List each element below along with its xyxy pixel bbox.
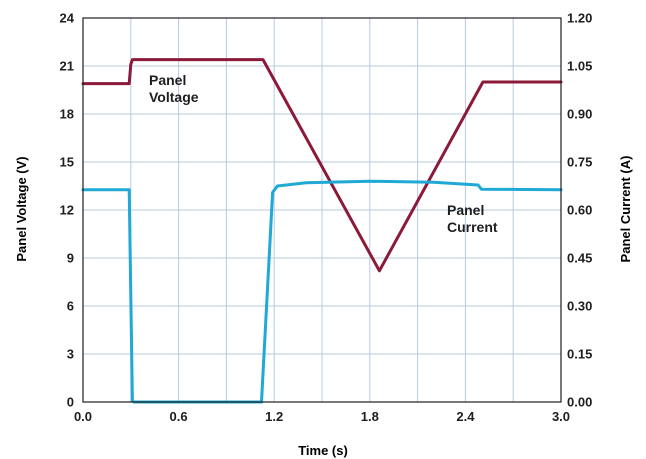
y-right-tick-label: 0.30 [567, 299, 592, 314]
x-tick-label: 0.6 [170, 409, 188, 424]
y-right-tick-label: 0.60 [567, 203, 592, 218]
voltage-series-line [81, 58, 563, 273]
x-axis-title: Time (s) [298, 443, 348, 458]
x-tick-label: 0.0 [74, 409, 92, 424]
y-right-tick-label: 1.20 [567, 11, 592, 26]
current-series-label: Panel Current [447, 202, 498, 235]
data-series [81, 58, 563, 404]
y-left-tick-label: 15 [60, 155, 74, 170]
y-left-tick-label: 3 [67, 347, 74, 362]
tick-labels: 0 3 6 9 12 15 18 21 24 0.00 0.15 0.30 0.45 0.60 0.75 0.… [60, 11, 593, 425]
y-left-tick-label: 0 [67, 395, 74, 410]
plot-frame [82, 17, 562, 403]
y-left-tick-label: 21 [60, 59, 74, 74]
x-tick-label: 2.4 [456, 409, 475, 424]
y-left-tick-label: 18 [60, 107, 74, 122]
y-left-axis-title: Panel Voltage (V) [14, 156, 29, 261]
current-series-line [81, 179, 563, 404]
y-left-tick-label: 12 [60, 203, 74, 218]
y-left-tick-label: 9 [67, 251, 74, 266]
y-right-tick-label: 0.75 [567, 155, 592, 170]
x-tick-label: 1.8 [361, 409, 379, 424]
y-right-tick-label: 0.45 [567, 251, 592, 266]
y-right-tick-label: 1.05 [567, 59, 592, 74]
y-left-tick-label: 6 [67, 299, 74, 314]
current-label-line-1: Panel [447, 202, 484, 218]
grid-lines [83, 18, 561, 402]
y-right-axis-title: Panel Current (A) [618, 156, 633, 263]
y-right-tick-label: 0.90 [567, 107, 592, 122]
x-tick-label: 1.2 [265, 409, 283, 424]
voltage-label-line-2: Voltage [149, 89, 199, 105]
y-left-tick-label: 24 [60, 11, 75, 26]
voltage-series-label: Panel Voltage [149, 72, 199, 105]
current-label-line-2: Current [447, 219, 498, 235]
y-right-tick-label: 0.00 [567, 395, 592, 410]
x-tick-label: 3.0 [552, 409, 570, 424]
y-right-tick-label: 0.15 [567, 347, 592, 362]
voltage-label-line-1: Panel [149, 72, 186, 88]
